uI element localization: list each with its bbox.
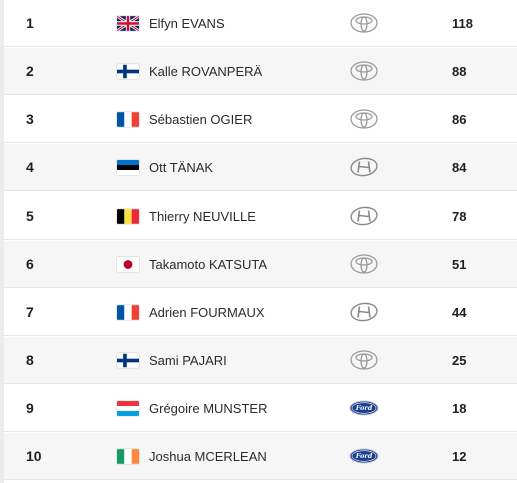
points-cell: 78	[452, 209, 467, 224]
driver-name[interactable]: Elfyn EVANS	[149, 16, 225, 31]
flag-fi-icon	[117, 353, 139, 368]
toyota-logo-icon	[349, 349, 379, 371]
position-cell: 4	[26, 159, 34, 175]
toyota-logo-icon	[349, 253, 379, 275]
position-cell: 7	[26, 304, 34, 320]
flag-jp-icon	[117, 257, 139, 272]
hyundai-logo-icon	[349, 205, 379, 227]
points-cell: 25	[452, 353, 467, 368]
position-cell: 8	[26, 352, 34, 368]
points-cell: 88	[452, 64, 467, 79]
points-cell: 18	[452, 401, 467, 416]
flag-be-icon	[117, 209, 139, 224]
points-cell: 12	[452, 449, 467, 464]
points-cell: 118	[452, 16, 473, 31]
flag-lu-icon	[117, 401, 139, 416]
flag-ie-icon	[117, 449, 139, 464]
svg-text:Ford: Ford	[355, 452, 373, 460]
position-cell: 5	[26, 208, 34, 224]
table-row[interactable]: 7 Adrien FOURMAUX 44	[4, 289, 517, 336]
points-cell: 44	[452, 305, 467, 320]
table-row[interactable]: 3 Sébastien OGIER 86	[4, 96, 517, 143]
points-cell: 86	[452, 112, 467, 127]
driver-name[interactable]: Sébastien OGIER	[149, 112, 253, 127]
table-row[interactable]: 9 Grégoire MUNSTER Ford 18	[4, 385, 517, 432]
points-cell: 51	[452, 257, 467, 272]
toyota-logo-icon	[349, 60, 379, 82]
points-cell: 84	[452, 160, 467, 175]
ford-logo-icon: Ford	[349, 397, 379, 419]
driver-name[interactable]: Ott TÄNAK	[149, 160, 214, 175]
table-row[interactable]: 10 Joshua MCERLEAN Ford 12	[4, 433, 517, 480]
table-row[interactable]: 5 Thierry NEUVILLE 78	[4, 193, 517, 240]
table-left-edge	[0, 0, 4, 483]
position-cell: 3	[26, 111, 34, 127]
driver-name[interactable]: Grégoire MUNSTER	[149, 401, 268, 416]
position-cell: 9	[26, 400, 34, 416]
toyota-logo-icon	[349, 12, 379, 34]
flag-fr-icon	[117, 112, 139, 127]
hyundai-logo-icon	[349, 301, 379, 323]
flag-ee-icon	[117, 160, 139, 175]
position-cell: 1	[26, 15, 34, 31]
flag-fi-icon	[117, 64, 139, 79]
flag-fr-icon	[117, 305, 139, 320]
table-row[interactable]: 1 Elfyn EVANS 118	[4, 0, 517, 47]
position-cell: 2	[26, 63, 34, 79]
toyota-logo-icon	[349, 108, 379, 130]
table-row[interactable]: 2 Kalle ROVANPERÄ 88	[4, 48, 517, 95]
position-cell: 6	[26, 256, 34, 272]
driver-name[interactable]: Adrien FOURMAUX	[149, 305, 265, 320]
hyundai-logo-icon	[349, 156, 379, 178]
position-cell: 10	[26, 448, 42, 464]
driver-name[interactable]: Kalle ROVANPERÄ	[149, 64, 263, 79]
ford-logo-icon: Ford	[349, 445, 379, 467]
svg-text:Ford: Ford	[355, 404, 373, 412]
driver-name[interactable]: Takamoto KATSUTA	[149, 257, 267, 272]
table-row[interactable]: 6 Takamoto KATSUTA 51	[4, 241, 517, 288]
table-row[interactable]: 4 Ott TÄNAK 84	[4, 144, 517, 191]
table-row[interactable]: 8 Sami PAJARI 25	[4, 337, 517, 384]
flag-gb-icon	[117, 16, 139, 31]
driver-name[interactable]: Sami PAJARI	[149, 353, 227, 368]
driver-name[interactable]: Joshua MCERLEAN	[149, 449, 267, 464]
driver-name[interactable]: Thierry NEUVILLE	[149, 209, 256, 224]
